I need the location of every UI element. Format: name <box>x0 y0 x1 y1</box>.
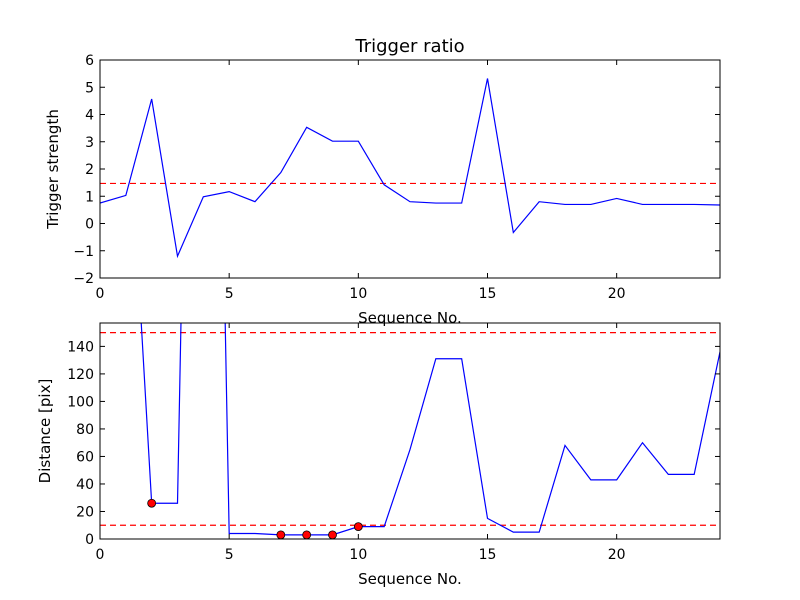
y-tick-label: 0 <box>85 532 94 548</box>
y-tick-label: 4 <box>85 108 94 124</box>
trigger-ratio-panel: Trigger ratio Sequence No. Trigger stren… <box>44 36 721 327</box>
x-axis-label: Sequence No. <box>358 309 462 327</box>
x-tick-label: 15 <box>479 547 497 563</box>
y-tick-label: −1 <box>73 244 94 260</box>
y-tick-label: −2 <box>73 271 94 287</box>
x-tick-label: 15 <box>479 286 497 302</box>
y-tick-label: 20 <box>76 504 94 520</box>
distance-panel: Sequence No. Distance [pix] 0 5 10 15 20 0 20 4… <box>36 322 721 588</box>
x-tick-label: 5 <box>225 547 234 563</box>
y-tick-label: 1 <box>85 189 94 205</box>
x-tick-label: 0 <box>96 286 105 302</box>
y-tick-label: 60 <box>76 449 94 465</box>
x-tick-label: 20 <box>608 286 626 302</box>
y-tick-label: 2 <box>85 162 94 178</box>
y-tick-label: 140 <box>67 339 94 355</box>
y-axis-label: Distance [pix] <box>36 379 54 484</box>
series-line <box>100 78 720 259</box>
series-line <box>140 323 720 536</box>
y-tick-label: 100 <box>67 394 94 410</box>
data-point-marker <box>147 498 157 508</box>
x-tick-label: 10 <box>349 286 367 302</box>
plot-frame <box>99 59 721 279</box>
x-tick-label: 0 <box>96 547 105 563</box>
plot-frame <box>99 322 721 540</box>
y-tick-label: 80 <box>76 422 94 438</box>
x-tick-label: 5 <box>225 286 234 302</box>
data-point-marker <box>328 530 337 539</box>
x-tick-label: 20 <box>608 547 626 563</box>
data-point-marker <box>302 530 312 539</box>
x-tick-label: 10 <box>349 547 367 563</box>
y-tick-label: 40 <box>76 477 94 493</box>
data-point-marker <box>353 522 363 532</box>
y-tick-label: 3 <box>85 135 94 151</box>
y-axis-label: Trigger strength <box>44 109 62 230</box>
x-axis-label: Sequence No. <box>358 570 462 588</box>
y-tick-label: 5 <box>85 80 94 96</box>
y-tick-label: 6 <box>85 53 94 69</box>
data-point-marker <box>276 530 286 539</box>
chart-title: Trigger ratio <box>354 36 464 57</box>
y-tick-label: 0 <box>85 217 94 233</box>
y-tick-label: 120 <box>67 367 94 383</box>
